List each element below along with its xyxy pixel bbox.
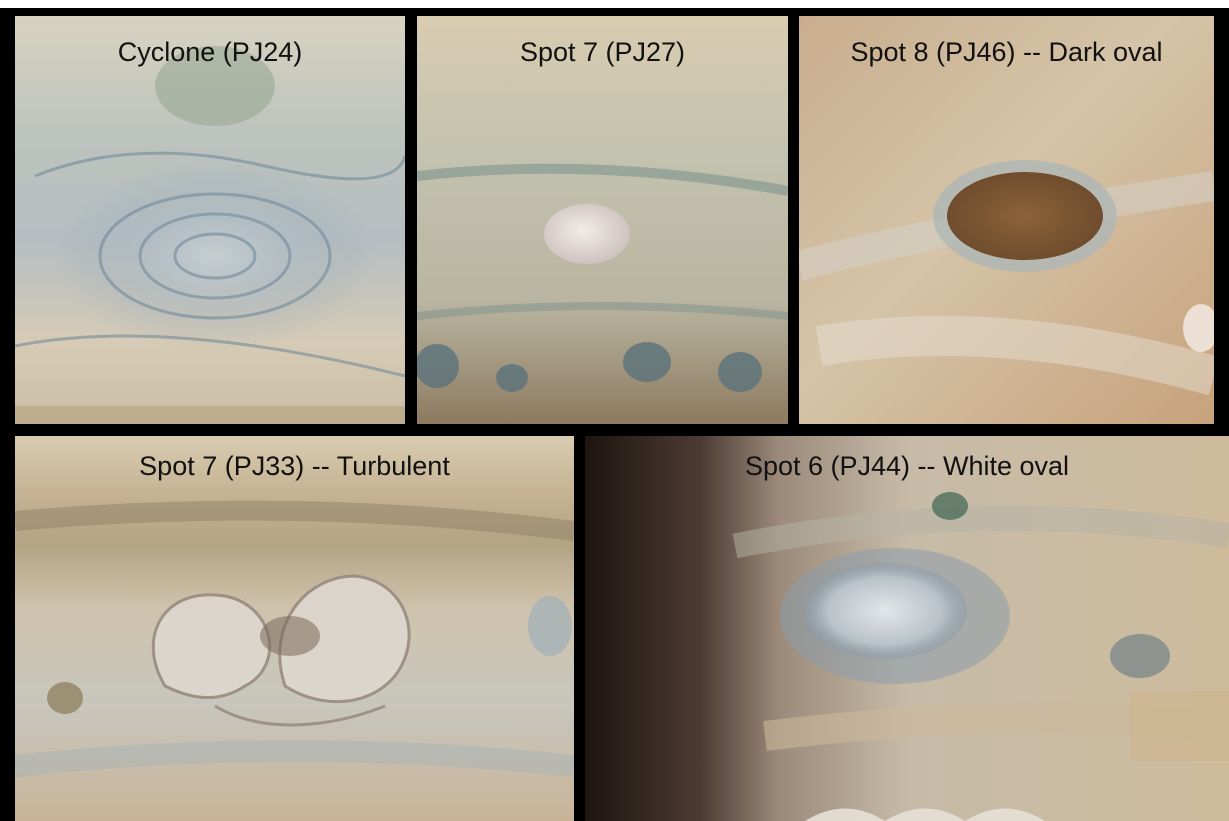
panel-label: Spot 7 (PJ27) xyxy=(519,37,686,67)
panel-label: Spot 8 (PJ46) -- Dark oval xyxy=(850,37,1163,67)
panel-spot7-pj27: Spot 7 (PJ27) xyxy=(417,16,788,424)
panel-spot7-pj33: Spot 7 (PJ33) -- Turbulent xyxy=(15,436,574,821)
cropped-title-strip xyxy=(0,0,1229,8)
spot8-pj46-image xyxy=(799,16,1214,424)
spot6-pj44-image xyxy=(585,436,1229,821)
cyclone-image xyxy=(15,16,405,424)
panel-spot8-pj46: Spot 8 (PJ46) -- Dark oval xyxy=(799,16,1214,424)
panel-label: Spot 6 (PJ44) -- White oval xyxy=(744,451,1070,481)
panel-cyclone-pj24: Cyclone (PJ24) xyxy=(15,16,405,424)
spot7-pj27-image xyxy=(417,16,788,424)
panel-label: Cyclone (PJ24) xyxy=(117,37,303,67)
panel-spot6-pj44: Spot 6 (PJ44) -- White oval xyxy=(585,436,1229,821)
panel-label: Spot 7 (PJ33) -- Turbulent xyxy=(139,451,450,481)
spot7-pj33-image xyxy=(15,436,574,821)
